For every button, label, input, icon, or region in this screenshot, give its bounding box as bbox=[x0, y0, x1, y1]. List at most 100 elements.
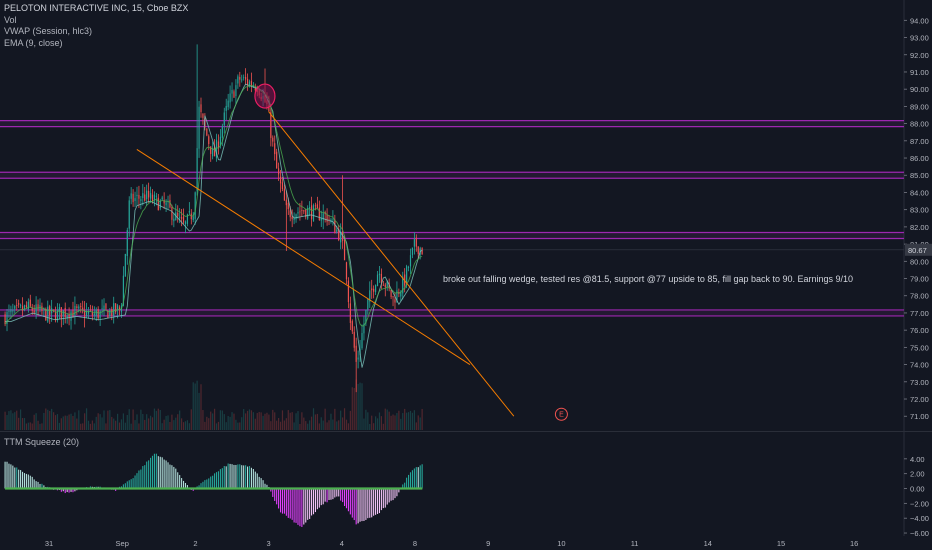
volume-bar bbox=[359, 382, 361, 430]
volume-bar bbox=[109, 410, 111, 430]
candle-body bbox=[299, 211, 301, 213]
candle-body bbox=[243, 77, 245, 79]
candle-body bbox=[138, 194, 140, 199]
candle-body bbox=[351, 321, 353, 332]
volume-bar bbox=[324, 408, 326, 430]
volume-bar bbox=[120, 419, 123, 430]
candle-body bbox=[184, 221, 187, 225]
legend-vol[interactable]: Vol bbox=[4, 14, 17, 25]
candle-body bbox=[231, 89, 233, 94]
volume-bar bbox=[138, 423, 140, 430]
indicator-legend[interactable]: TTM Squeeze (20) bbox=[4, 437, 80, 447]
volume-bar bbox=[198, 392, 200, 430]
candle-body bbox=[328, 219, 330, 221]
candle-body bbox=[54, 312, 57, 321]
volume-bar bbox=[293, 422, 295, 430]
trend-lines bbox=[136, 83, 515, 417]
volume-bar bbox=[421, 408, 423, 430]
candle-body bbox=[198, 106, 200, 149]
candle-body bbox=[413, 239, 415, 247]
candle-body bbox=[411, 247, 414, 255]
volume-bar bbox=[326, 422, 328, 430]
candle-body bbox=[29, 299, 31, 307]
price-tick-label: 72.00 bbox=[910, 395, 929, 404]
candle-body bbox=[219, 136, 221, 146]
volume-bar bbox=[392, 414, 394, 430]
candle-body bbox=[4, 314, 6, 325]
volume-bar bbox=[18, 417, 20, 430]
candle-body bbox=[208, 136, 210, 145]
volume-bar bbox=[19, 409, 22, 430]
volume-bar bbox=[328, 420, 330, 430]
volume-bar bbox=[369, 423, 371, 430]
volume-bar bbox=[206, 416, 208, 430]
candle-body bbox=[163, 199, 165, 204]
earnings-marker-circle[interactable] bbox=[554, 407, 568, 421]
volume-bar bbox=[367, 412, 369, 430]
candle-body bbox=[394, 299, 396, 303]
candle-body bbox=[407, 267, 410, 268]
candle-body bbox=[291, 216, 293, 220]
legend-vwap[interactable]: VWAP (Session, hlc3) bbox=[4, 26, 93, 36]
volume-bar bbox=[204, 421, 206, 430]
candle-body bbox=[212, 148, 214, 157]
candle-body bbox=[277, 168, 280, 175]
time-tick-label: 4 bbox=[340, 539, 344, 548]
candle-body bbox=[70, 311, 72, 321]
candle-body bbox=[155, 195, 157, 197]
candle-body bbox=[305, 209, 307, 218]
candle-body bbox=[78, 306, 80, 309]
trend-line[interactable] bbox=[268, 111, 515, 417]
candle-body bbox=[245, 77, 247, 80]
volume-bar bbox=[400, 418, 402, 430]
earnings-marker-label: E bbox=[559, 412, 564, 419]
volume-bar bbox=[252, 412, 254, 430]
volume-bar bbox=[310, 416, 313, 430]
volume-bar bbox=[248, 409, 251, 430]
volume-bar bbox=[287, 410, 289, 430]
volume-bar bbox=[239, 422, 241, 430]
highlight-ellipse[interactable] bbox=[254, 83, 276, 109]
volume-bar bbox=[182, 422, 185, 430]
volume-bar bbox=[307, 423, 309, 430]
chart-annotation: broke out falling wedge, tested res @81.… bbox=[443, 274, 854, 284]
candle-body bbox=[365, 309, 367, 324]
candle-body bbox=[380, 273, 383, 283]
volume-bar bbox=[140, 409, 142, 430]
candle-body bbox=[252, 85, 254, 87]
candle-body bbox=[190, 213, 192, 220]
trend-line[interactable] bbox=[136, 149, 471, 366]
volume-bar bbox=[277, 418, 280, 430]
indicator-tick-label: 0.00 bbox=[910, 485, 925, 494]
volume-bar bbox=[25, 423, 28, 430]
price-tick-label: 78.00 bbox=[910, 292, 929, 301]
price-tick-label: 75.00 bbox=[910, 343, 929, 352]
legend-ema[interactable]: EMA (9, close) bbox=[4, 37, 63, 48]
candle-body bbox=[140, 199, 142, 201]
candle-body bbox=[153, 194, 156, 200]
candle-body bbox=[285, 199, 287, 206]
volume-bar bbox=[231, 412, 233, 430]
volume-bar bbox=[415, 422, 417, 430]
symbol-title[interactable]: PELOTON INTERACTIVE INC, 15, Cboe BZX bbox=[4, 3, 189, 13]
volume-bar bbox=[128, 409, 130, 430]
earnings-marker[interactable]: E bbox=[554, 407, 568, 421]
moving-averages bbox=[4, 83, 423, 368]
candle-body bbox=[376, 274, 379, 287]
volume-bar bbox=[10, 410, 12, 430]
volume-bar bbox=[87, 420, 90, 430]
price-tick-label: 92.00 bbox=[910, 51, 929, 60]
candle-body bbox=[113, 303, 115, 317]
time-tick-label: 2 bbox=[193, 539, 197, 548]
volume-bar bbox=[320, 417, 322, 430]
volume-bar bbox=[130, 423, 132, 430]
candle-body bbox=[37, 304, 39, 310]
volume-bar bbox=[196, 380, 198, 430]
ema-line[interactable] bbox=[4, 85, 423, 327]
volume-bar bbox=[303, 417, 305, 430]
candle-body bbox=[35, 304, 37, 313]
candle-body bbox=[144, 194, 146, 201]
candle-body bbox=[210, 146, 212, 154]
candle-body bbox=[318, 207, 320, 221]
